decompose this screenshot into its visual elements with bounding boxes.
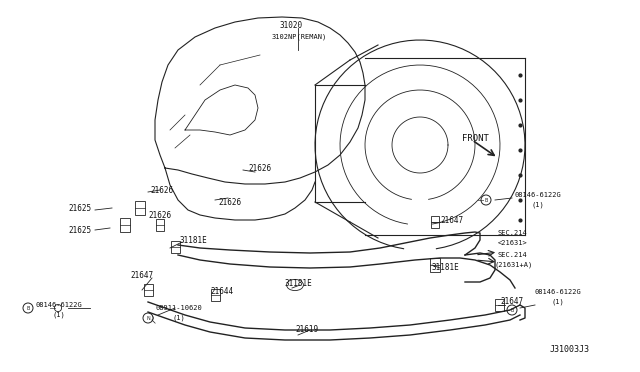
Text: 31181E: 31181E bbox=[180, 235, 208, 244]
Text: 21647: 21647 bbox=[130, 270, 153, 279]
Bar bbox=[495, 299, 504, 311]
Bar bbox=[430, 258, 440, 272]
Text: <21631>: <21631> bbox=[498, 240, 528, 246]
Bar bbox=[156, 219, 164, 231]
Circle shape bbox=[481, 195, 491, 205]
Text: (1): (1) bbox=[532, 202, 545, 208]
Text: 31020: 31020 bbox=[280, 20, 303, 29]
Circle shape bbox=[508, 307, 516, 314]
Ellipse shape bbox=[287, 279, 303, 291]
Text: 21626: 21626 bbox=[150, 186, 173, 195]
Text: (21631+A): (21631+A) bbox=[495, 262, 533, 268]
Circle shape bbox=[147, 315, 153, 321]
Bar bbox=[120, 218, 130, 232]
Text: 08146-6122G: 08146-6122G bbox=[35, 302, 82, 308]
Text: 21619: 21619 bbox=[295, 326, 318, 334]
Text: 08146-6122G: 08146-6122G bbox=[535, 289, 582, 295]
Text: N: N bbox=[146, 315, 150, 321]
Text: B: B bbox=[510, 308, 514, 312]
Circle shape bbox=[483, 196, 490, 203]
Circle shape bbox=[507, 305, 517, 315]
Text: 21625: 21625 bbox=[68, 225, 91, 234]
Bar bbox=[135, 201, 145, 215]
Text: B: B bbox=[26, 305, 29, 311]
Text: (1): (1) bbox=[172, 315, 185, 321]
Text: 31181E: 31181E bbox=[285, 279, 313, 288]
Text: 21626: 21626 bbox=[218, 198, 241, 206]
Text: 21647: 21647 bbox=[500, 298, 523, 307]
Text: 21647: 21647 bbox=[440, 215, 463, 224]
Circle shape bbox=[23, 303, 33, 313]
Text: B: B bbox=[484, 198, 488, 202]
Bar bbox=[211, 289, 220, 301]
Text: SEC.214: SEC.214 bbox=[498, 252, 528, 258]
Text: 3102NP(REMAN): 3102NP(REMAN) bbox=[272, 34, 327, 40]
Text: SEC.214: SEC.214 bbox=[498, 230, 528, 236]
Text: 21644: 21644 bbox=[210, 288, 233, 296]
Text: 31181E: 31181E bbox=[432, 263, 460, 273]
Text: (1): (1) bbox=[52, 312, 65, 318]
Text: 08146-6122G: 08146-6122G bbox=[515, 192, 562, 198]
Text: (1): (1) bbox=[552, 299, 564, 305]
Bar bbox=[143, 284, 152, 296]
Text: 21626: 21626 bbox=[148, 211, 171, 219]
Circle shape bbox=[54, 304, 61, 312]
Text: J31003J3: J31003J3 bbox=[550, 346, 590, 355]
Bar bbox=[431, 217, 439, 228]
Circle shape bbox=[143, 313, 153, 323]
Text: 21626: 21626 bbox=[248, 164, 271, 173]
Text: 21625: 21625 bbox=[68, 203, 91, 212]
Text: FRONT: FRONT bbox=[462, 134, 489, 142]
Bar bbox=[170, 241, 179, 253]
Text: 08911-10620: 08911-10620 bbox=[155, 305, 202, 311]
